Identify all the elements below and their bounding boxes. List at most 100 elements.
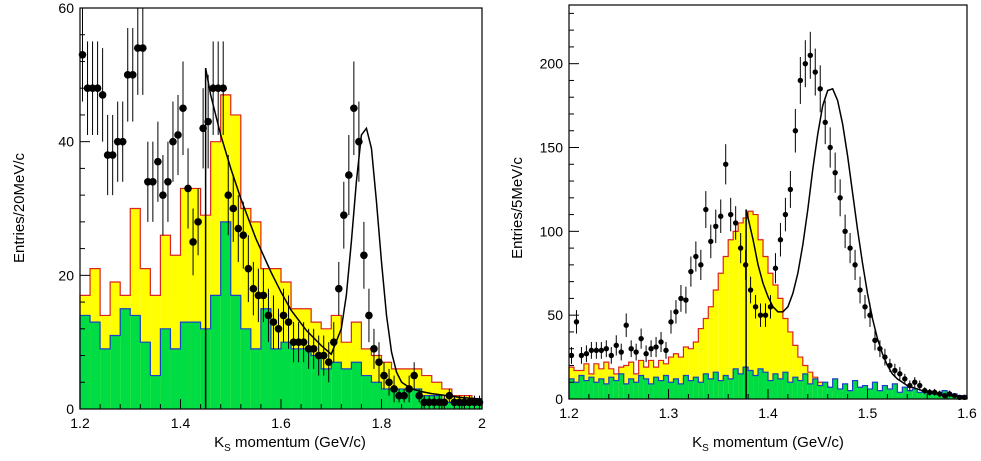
histogram-bar-yellow	[792, 345, 798, 399]
data-point	[752, 304, 759, 310]
histogram-bar-green	[351, 362, 362, 409]
data-point	[350, 104, 358, 113]
y-tick-label: 150	[540, 140, 564, 156]
histogram-bar-green	[603, 383, 609, 399]
histogram-bar-yellow	[708, 306, 714, 399]
right-histogram-bars	[568, 210, 968, 399]
histogram-bar-green	[653, 377, 659, 399]
right-axis-ticks	[568, 12, 968, 400]
histogram-bar-green	[777, 378, 783, 399]
histogram-bar-green	[882, 385, 888, 399]
histogram-bar-yellow	[693, 341, 699, 399]
data-point	[862, 304, 868, 310]
histogram-bar-yellow	[797, 357, 803, 399]
histogram-bar-green	[658, 380, 664, 399]
data-point	[802, 60, 809, 67]
data-point	[440, 398, 449, 407]
y-tick-label: 200	[540, 56, 564, 72]
histogram-bar-yellow	[623, 365, 629, 399]
data-point	[926, 389, 933, 395]
histogram-bar-green	[301, 348, 312, 409]
x-tick-label: 1.4	[758, 405, 778, 421]
x-tick-label: 1.8	[372, 415, 392, 431]
data-point	[128, 71, 137, 79]
histogram-bar-green	[623, 383, 629, 399]
histogram-bar-green	[807, 383, 813, 399]
histogram-bar-yellow	[603, 362, 609, 399]
data-point	[139, 44, 147, 52]
histogram-bar-yellow	[787, 331, 793, 399]
histogram-bar-green	[693, 377, 699, 399]
histogram-bar-green	[887, 388, 893, 399]
histogram-bar-yellow	[713, 290, 719, 399]
histogram-bar-green	[927, 393, 933, 399]
histogram-bar-yellow	[648, 360, 654, 399]
data-point	[224, 191, 233, 199]
data-point	[782, 211, 789, 218]
histogram-bar-yellow	[733, 231, 739, 399]
data-point	[405, 385, 413, 393]
data-point	[400, 391, 408, 400]
data-point	[917, 382, 923, 389]
data-point	[583, 351, 590, 357]
y-tick-label: 0	[66, 401, 74, 417]
histogram-bar-green	[573, 382, 579, 399]
histogram-bar-green	[130, 315, 141, 409]
data-point	[108, 151, 117, 159]
data-point	[415, 391, 423, 400]
histogram-bar-green	[837, 388, 843, 399]
data-point	[912, 379, 918, 385]
data-point	[199, 124, 207, 133]
histogram-bar-green	[170, 348, 181, 409]
histogram-bar-green	[291, 348, 302, 409]
histogram-bar-yellow	[698, 328, 704, 399]
data-point	[936, 391, 943, 397]
histogram-bar-green	[608, 377, 614, 399]
data-point	[832, 169, 838, 176]
data-point	[787, 186, 794, 193]
data-point	[118, 137, 127, 146]
data-point	[663, 347, 669, 354]
data-point	[658, 339, 664, 345]
data-point	[204, 117, 212, 126]
data-point	[410, 371, 418, 380]
data-point	[360, 251, 368, 260]
histogram-bar-green	[708, 378, 714, 399]
y-tick-label: 0	[555, 391, 563, 407]
histogram-bar-green	[758, 368, 764, 399]
histogram-bar-yellow	[718, 273, 724, 399]
histogram-bar-green	[892, 383, 898, 399]
histogram-bar-green	[311, 355, 322, 409]
data-point	[154, 157, 162, 166]
histogram-bar-green	[822, 382, 828, 399]
histogram-bar-yellow	[763, 256, 768, 399]
data-point	[309, 345, 318, 353]
left-y-axis-title: Entries/20MeV/c	[11, 152, 28, 263]
histogram-bar-green	[847, 390, 853, 399]
data-point	[259, 291, 268, 300]
histogram-bar-green	[792, 377, 798, 399]
histogram-bar-yellow	[782, 318, 788, 399]
data-point	[385, 378, 393, 387]
histogram-bar-green	[678, 383, 684, 399]
x-tick-label: 1.4	[171, 415, 191, 431]
histogram-bar-green	[401, 388, 412, 409]
histogram-bar-green	[371, 382, 382, 409]
data-point	[867, 312, 873, 318]
fit-curve	[745, 87, 968, 398]
histogram-bar-green	[713, 372, 719, 399]
data-point	[93, 84, 102, 92]
histogram-bar-green	[569, 378, 574, 399]
data-point	[708, 238, 714, 245]
histogram-bar-green	[748, 370, 754, 399]
histogram-bar-green	[842, 383, 848, 399]
histogram-bar-green	[728, 378, 734, 399]
histogram-bar-green	[250, 348, 261, 409]
data-point	[767, 304, 774, 310]
data-point	[244, 264, 253, 273]
histogram-bar-green	[628, 378, 634, 399]
data-point	[365, 311, 373, 320]
data-point	[573, 319, 580, 325]
data-point	[703, 206, 709, 213]
